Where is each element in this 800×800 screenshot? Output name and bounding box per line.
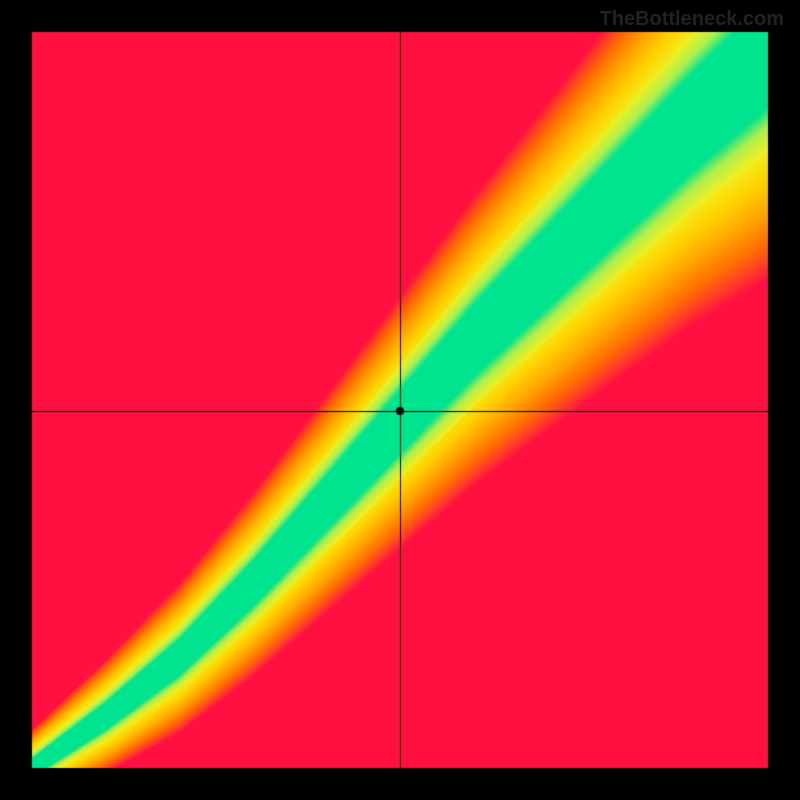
chart-container: TheBottleneck.com <box>0 0 800 800</box>
watermark-text: TheBottleneck.com <box>600 8 784 31</box>
bottleneck-heatmap <box>0 0 800 800</box>
